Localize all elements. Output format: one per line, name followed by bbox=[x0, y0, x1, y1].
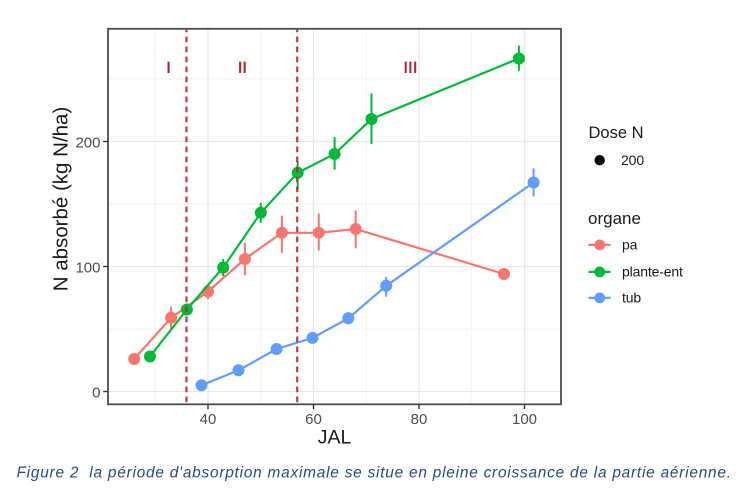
svg-text:plante-ent: plante-ent bbox=[622, 264, 683, 280]
svg-text:Figure 2 la période d'absorpt: Figure 2 la période d'absorption maximal… bbox=[17, 465, 732, 482]
svg-text:JAL: JAL bbox=[318, 427, 352, 449]
svg-text:40: 40 bbox=[200, 411, 217, 428]
svg-text:Dose N: Dose N bbox=[589, 124, 644, 142]
svg-text:200: 200 bbox=[621, 152, 644, 168]
svg-text:organe: organe bbox=[588, 209, 641, 228]
svg-text:80: 80 bbox=[411, 411, 428, 428]
svg-text:tub: tub bbox=[622, 290, 641, 306]
svg-text:60: 60 bbox=[305, 411, 322, 428]
svg-text:200: 200 bbox=[75, 134, 100, 151]
svg-text:0: 0 bbox=[92, 384, 100, 401]
svg-text:pa: pa bbox=[622, 237, 638, 253]
svg-text:N absorbé (kg N/ha): N absorbé (kg N/ha) bbox=[50, 107, 73, 292]
svg-text:100: 100 bbox=[75, 259, 100, 276]
svg-text:100: 100 bbox=[512, 411, 537, 428]
